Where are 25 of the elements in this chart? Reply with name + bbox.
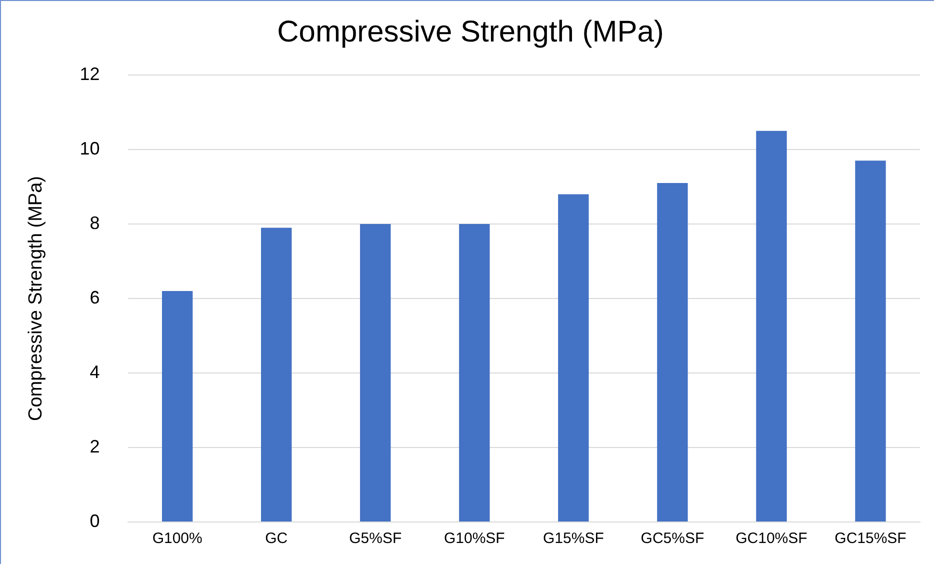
x-tick-label: G15%SF [542, 530, 604, 548]
x-tick-label: GC5%SF [640, 530, 704, 548]
x-tick-label: GC15%SF [834, 530, 906, 548]
bar [756, 130, 787, 522]
x-tick-label: G5%SF [349, 530, 402, 548]
x-tick-label: G100% [152, 530, 202, 548]
bar [360, 224, 391, 522]
y-tick-label: 10 [80, 138, 100, 158]
y-tick-label: 2 [90, 436, 100, 456]
bar [558, 194, 589, 522]
y-tick-label: 4 [90, 362, 100, 382]
bar [162, 291, 193, 522]
x-tick-label: GC [265, 530, 288, 548]
chart-title: Compressive Strength (MPa) [277, 15, 664, 48]
bar [459, 224, 490, 522]
bar [261, 228, 292, 522]
x-tick-label: GC10%SF [736, 530, 808, 548]
bar [855, 160, 886, 522]
y-tick-label: 12 [80, 64, 100, 84]
y-tick-label: 8 [90, 212, 100, 233]
y-axis-title: Compressive Strength (MPa) [26, 176, 47, 421]
x-tick-label: G10%SF [444, 530, 505, 548]
y-tick-label: 6 [90, 287, 100, 308]
bar [657, 183, 688, 522]
y-tick-label: 0 [90, 510, 100, 531]
